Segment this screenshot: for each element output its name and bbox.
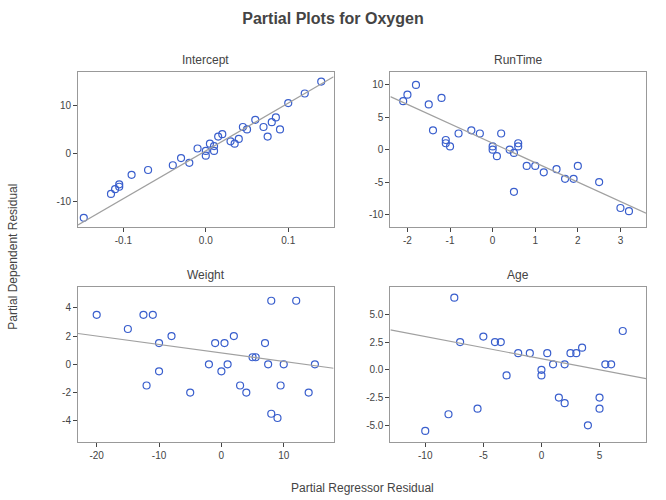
svg-text:0: 0 (219, 450, 225, 461)
svg-text:5: 5 (378, 112, 384, 123)
svg-text:5: 5 (597, 450, 603, 461)
svg-text:RunTime: RunTime (494, 53, 543, 67)
svg-text:0.0: 0.0 (199, 235, 213, 246)
svg-text:Age: Age (507, 268, 529, 282)
svg-text:0: 0 (539, 450, 545, 461)
svg-text:-4: -4 (62, 415, 71, 426)
svg-text:-5: -5 (374, 177, 383, 188)
svg-text:0.1: 0.1 (281, 235, 295, 246)
svg-text:10: 10 (372, 79, 384, 90)
svg-text:Weight: Weight (187, 268, 225, 282)
svg-text:4: 4 (65, 302, 71, 313)
svg-text:0.0: 0.0 (369, 364, 383, 375)
svg-text:-2: -2 (62, 387, 71, 398)
svg-text:-20: -20 (89, 450, 104, 461)
svg-text:1: 1 (532, 235, 538, 246)
svg-text:5.0: 5.0 (369, 309, 383, 320)
svg-text:0: 0 (378, 144, 384, 155)
svg-text:Intercept: Intercept (182, 53, 229, 67)
svg-text:-5: -5 (479, 450, 488, 461)
svg-text:-2: -2 (403, 235, 412, 246)
svg-text:10: 10 (60, 100, 72, 111)
svg-text:0: 0 (490, 235, 496, 246)
svg-text:3: 3 (618, 235, 624, 246)
svg-text:-10: -10 (57, 196, 72, 207)
svg-text:Partial Regressor Residual: Partial Regressor Residual (291, 481, 434, 495)
svg-text:-10: -10 (152, 450, 167, 461)
svg-text:-10: -10 (418, 450, 433, 461)
svg-text:2: 2 (65, 331, 71, 342)
svg-text:10: 10 (278, 450, 290, 461)
svg-text:-0.1: -0.1 (115, 235, 133, 246)
svg-text:-5.0: -5.0 (366, 420, 384, 431)
svg-text:Partial Dependent Residual: Partial Dependent Residual (6, 184, 20, 330)
svg-text:2: 2 (575, 235, 581, 246)
svg-text:-1: -1 (446, 235, 455, 246)
svg-text:-2.5: -2.5 (366, 392, 384, 403)
svg-text:0: 0 (65, 359, 71, 370)
svg-text:Partial Plots for Oxygen: Partial Plots for Oxygen (242, 10, 423, 27)
svg-text:2.5: 2.5 (369, 337, 383, 348)
svg-text:0: 0 (65, 148, 71, 159)
svg-text:-10: -10 (369, 209, 384, 220)
